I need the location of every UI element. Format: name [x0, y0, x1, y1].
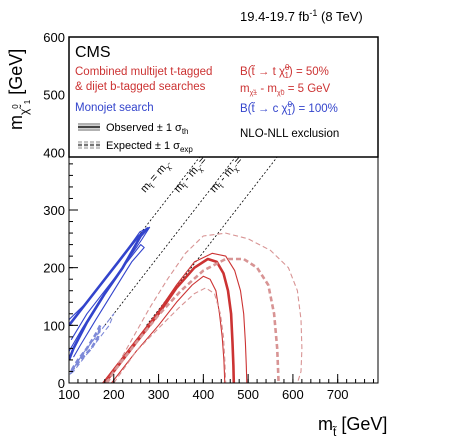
x-axis-title: mt̃ [GeV]: [318, 414, 387, 439]
contour-blue-expected_band: [69, 313, 115, 375]
exclusion-contours: [69, 226, 303, 383]
legend-observed: Observed ± 1 σth: [106, 122, 188, 136]
contour-blue-expected: [70, 323, 102, 373]
x-tick-label: 500: [237, 387, 259, 402]
legend-expected: Expected ± 1 σexp: [106, 140, 193, 154]
x-tick-label: 100: [58, 387, 80, 402]
contour-red-observed: [103, 257, 236, 383]
legend: CMS Combined multijet t-tagged & dijet b…: [68, 36, 379, 158]
contour-blue-observed_plus: [69, 226, 151, 352]
cms-label: CMS: [75, 44, 111, 61]
legend-br2: B(t̃ → c χ̃0 1) = 100%: [240, 100, 338, 117]
y-tick-label: 100: [43, 318, 65, 333]
x-tick-label: 700: [327, 387, 349, 402]
legend-br1: B(t̃ → t χ̃0 1) = 50%: [240, 63, 329, 80]
y-tick-label: 500: [43, 88, 65, 103]
x-tick-label: 400: [192, 387, 214, 402]
contour-red-expected_minus: [113, 287, 227, 383]
y-tick-label: 600: [43, 30, 65, 45]
legend-box: [68, 36, 379, 158]
y-tick-label: 0: [58, 376, 65, 391]
legend-mass-diff: mχ̃± - mχ̃0 = 5 GeV: [240, 83, 331, 97]
y-tick-label: 400: [43, 145, 65, 160]
x-axis: 100 200 300 400 500 600 700: [58, 374, 375, 402]
contour-red-expected_plus: [104, 232, 303, 383]
legend-nlo: NLO-NLL exclusion: [240, 128, 339, 140]
contour-red-observed_plus: [102, 252, 248, 383]
legend-red-line2: & dijet b-tagged searches: [75, 81, 206, 93]
x-tick-label: 300: [148, 387, 170, 402]
y-tick-label: 300: [43, 203, 65, 218]
y-axis-title: mχ̃01 [GeV]: [6, 49, 32, 130]
contour-red-observed_minus: [111, 275, 226, 383]
legend-blue-line: Monojet search: [75, 102, 154, 114]
diagonal-label: mt̃ = mχ̃: [138, 157, 174, 196]
lumi-label: 19.4-19.7 fb-1 (8 TeV): [240, 8, 363, 24]
legend-expected-swatch: [78, 141, 100, 149]
legend-red-line1: Combined multijet t-tagged: [75, 66, 212, 78]
y-tick-label: 200: [43, 261, 65, 276]
y-axis: 0 100 200 300 400 500 600: [43, 30, 78, 391]
x-tick-label: 600: [282, 387, 304, 402]
contour-blue-observed_minus: [70, 244, 145, 358]
legend-observed-swatch: [78, 123, 100, 131]
x-tick-label: 200: [103, 387, 125, 402]
contour-red-expected: [105, 257, 280, 383]
